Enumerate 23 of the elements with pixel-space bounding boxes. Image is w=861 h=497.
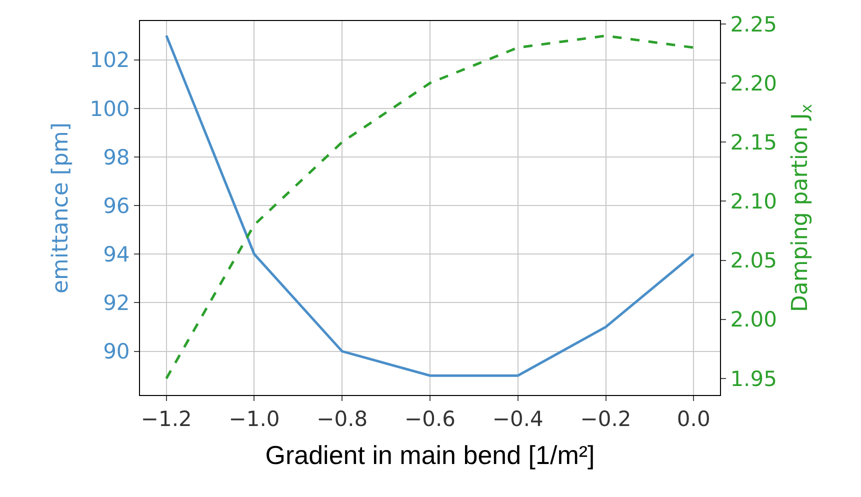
y-tick-label: 96 (103, 194, 130, 218)
y-tick-label: 90 (103, 340, 130, 364)
y-tick-label: 94 (103, 242, 130, 266)
y2-tick-label: 1.95 (730, 366, 777, 391)
x-tick-label: −0.8 (316, 407, 368, 432)
y2-tick-label: 2.25 (730, 12, 777, 36)
x-tick-label: −0.4 (492, 407, 544, 432)
x-tick-label: −1.2 (140, 407, 192, 432)
y2-tick-label: 2.20 (730, 71, 777, 96)
x-axis-title: Gradient in main bend [1/m²] (265, 440, 595, 470)
x-tick-label: −0.2 (580, 407, 632, 432)
x-tick-label: −1.0 (228, 407, 280, 432)
y-axis-title: emittance [pm] (48, 122, 74, 294)
x-tick-label: −0.6 (404, 407, 456, 432)
x-tick-label: 0.0 (676, 407, 710, 432)
y2-tick-label: 2.00 (730, 308, 777, 332)
y-tick-label: 100 (90, 96, 130, 121)
y2-tick-label: 2.05 (730, 248, 777, 273)
y-tick-label: 98 (103, 145, 130, 170)
y-tick-label: 92 (103, 291, 130, 316)
y-tick-label: 102 (90, 48, 130, 72)
y2-tick-label: 2.10 (730, 190, 777, 214)
y2-tick-label: 2.15 (730, 130, 777, 154)
